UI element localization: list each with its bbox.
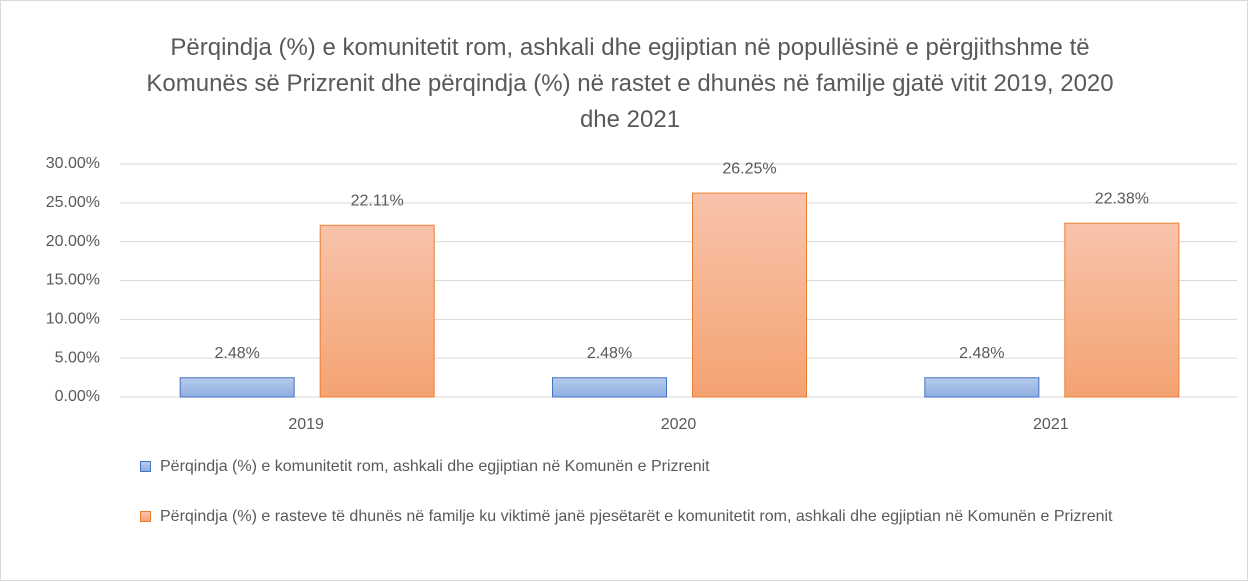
data-label: 2.48% xyxy=(587,345,632,362)
x-tick-label: 2021 xyxy=(1033,416,1069,433)
bar xyxy=(319,224,435,398)
x-tick-label: 2020 xyxy=(661,416,697,433)
bar xyxy=(692,192,807,398)
bar xyxy=(1064,222,1180,398)
y-tick-label: 25.00% xyxy=(46,194,100,211)
legend-item: Përqindja (%) e rasteve të dhunës në fam… xyxy=(140,503,1140,531)
legend-swatch xyxy=(140,511,151,522)
bar xyxy=(552,377,667,398)
legend-swatch xyxy=(140,461,151,472)
y-tick-label: 15.00% xyxy=(46,272,100,289)
y-tick-label: 0.00% xyxy=(55,388,100,405)
legend-label: Përqindja (%) e rasteve të dhunës në fam… xyxy=(160,508,1113,525)
x-tick-label: 2019 xyxy=(288,416,324,433)
y-tick-label: 30.00% xyxy=(46,155,100,172)
legend-label: Përqindja (%) e komunitetit rom, ashkali… xyxy=(160,458,710,475)
data-label: 22.11% xyxy=(351,192,404,209)
legend: Përqindja (%) e komunitetit rom, ashkali… xyxy=(140,453,1140,553)
y-tick-label: 20.00% xyxy=(46,233,100,250)
data-label: 2.48% xyxy=(959,345,1004,362)
data-label: 22.38% xyxy=(1095,190,1149,207)
chart-title: Përqindja (%) e komunitetit rom, ashkali… xyxy=(146,34,1114,133)
bar xyxy=(179,377,295,398)
data-label: 2.48% xyxy=(214,345,259,362)
data-label: 26.25% xyxy=(722,160,776,177)
legend-item: Përqindja (%) e komunitetit rom, ashkali… xyxy=(140,453,1140,481)
bar xyxy=(924,377,1040,398)
y-tick-label: 10.00% xyxy=(46,311,100,328)
y-tick-label: 5.00% xyxy=(55,349,100,366)
